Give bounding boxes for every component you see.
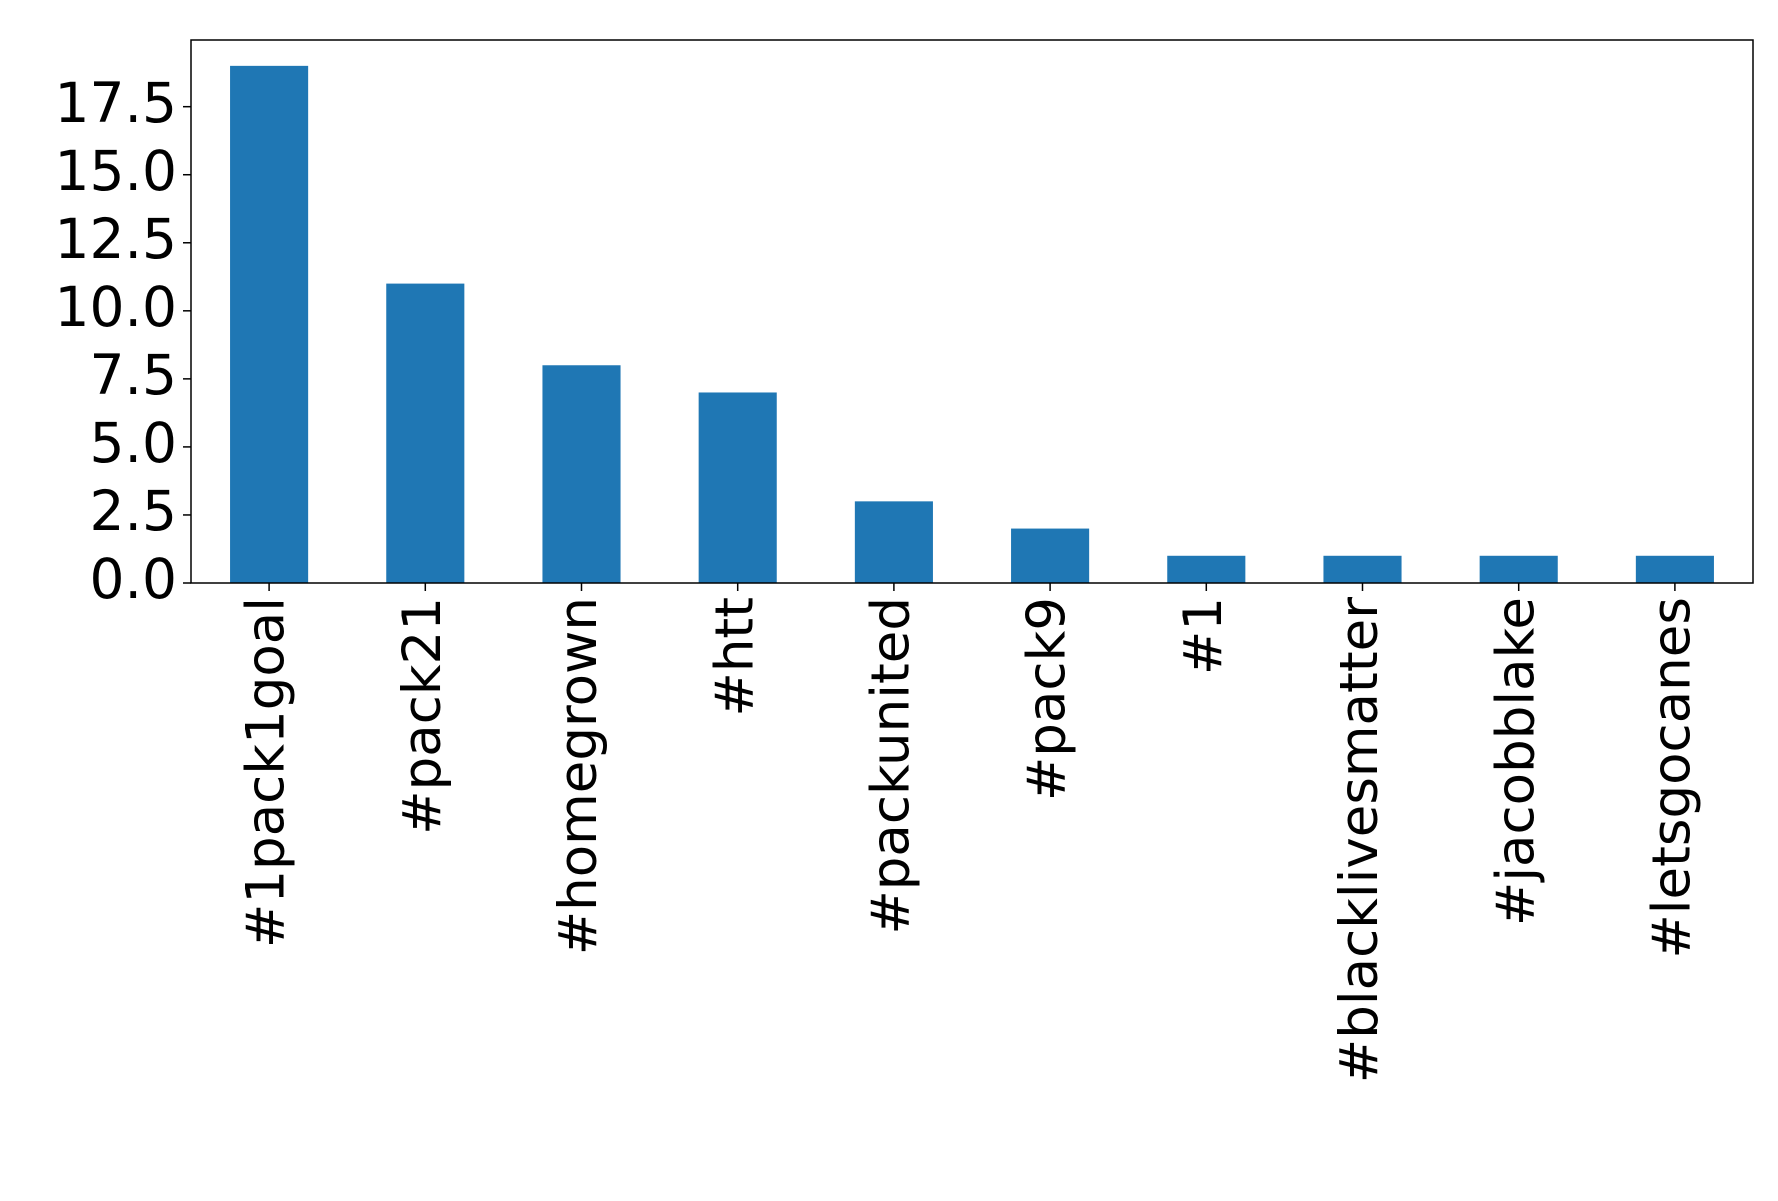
- y-tick-label: 15.0: [55, 139, 177, 203]
- y-tick-label: 10.0: [55, 275, 177, 339]
- y-tick-label: 7.5: [90, 343, 177, 407]
- x-tick-label: #pack9: [1017, 597, 1078, 801]
- y-tick-label: 17.5: [55, 71, 177, 135]
- bar: [230, 65, 309, 584]
- bar: [386, 283, 465, 583]
- bar: [1011, 528, 1090, 583]
- x-tick-label: #jacobblake: [1485, 597, 1546, 926]
- y-tick-label: 0.0: [90, 547, 177, 611]
- x-tick-label: #htt: [704, 597, 765, 717]
- bar: [1635, 555, 1714, 583]
- x-tick-label: #packunited: [861, 597, 922, 935]
- x-tick-label: #letsgocanes: [1642, 597, 1703, 959]
- y-tick-label: 5.0: [90, 411, 177, 475]
- bar: [1479, 555, 1558, 583]
- x-tick-label: #1: [1173, 597, 1234, 675]
- x-tick-label: #1pack1goal: [236, 597, 297, 948]
- y-tick-label: 2.5: [90, 479, 177, 543]
- y-tick-label: 12.5: [55, 207, 177, 271]
- bar: [854, 501, 933, 583]
- bar: [1167, 555, 1246, 583]
- plot-frame: [190, 39, 1754, 584]
- bar: [542, 365, 621, 583]
- bar: [1323, 555, 1402, 583]
- x-tick-label: #pack21: [392, 597, 453, 835]
- x-tick-label: #homegrown: [548, 597, 609, 955]
- bar: [698, 392, 777, 583]
- x-tick-label: #blacklivesmatter: [1329, 597, 1390, 1083]
